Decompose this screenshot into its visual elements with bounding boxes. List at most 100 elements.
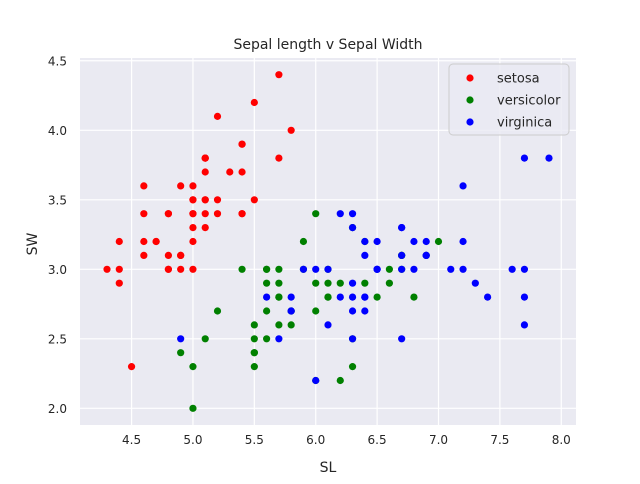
setosa-point xyxy=(164,251,172,260)
virginica-point xyxy=(410,265,418,273)
versicolor-point xyxy=(348,363,357,371)
setosa-point xyxy=(115,237,123,246)
setosa-point xyxy=(140,182,148,190)
legend-marker-versicolor xyxy=(466,96,474,104)
versicolor-point xyxy=(312,307,320,315)
virginica-point xyxy=(312,376,320,385)
virginica-point xyxy=(471,279,479,287)
versicolor-point xyxy=(250,321,258,329)
setosa-point xyxy=(201,168,209,176)
versicolor-point xyxy=(189,363,197,371)
legend: setosa versicolor virginica xyxy=(448,63,570,136)
x-axis-ticks: 4.5 5.0 5.5 6.0 6.5 7.0 7.5 8.0 xyxy=(122,433,571,447)
virginica-point xyxy=(459,265,467,273)
versicolor-point xyxy=(299,237,308,246)
x-tick-label: 5.5 xyxy=(245,433,264,447)
versicolor-point xyxy=(385,279,393,287)
setosa-point xyxy=(140,237,148,246)
versicolor-point xyxy=(336,279,344,287)
legend-label-setosa: setosa xyxy=(497,72,540,87)
x-tick-label: 8.0 xyxy=(552,433,571,447)
setosa-point xyxy=(189,196,197,204)
setosa-point xyxy=(189,265,197,273)
setosa-point xyxy=(201,223,209,232)
setosa-point xyxy=(250,98,258,107)
versicolor-point xyxy=(263,265,271,273)
setosa-point xyxy=(238,168,246,176)
virginica-point xyxy=(484,293,492,301)
versicolor-point xyxy=(250,349,258,357)
setosa-point xyxy=(201,196,209,204)
setosa-point xyxy=(226,168,234,176)
virginica-point xyxy=(459,237,467,246)
setosa-point xyxy=(189,182,197,190)
versicolor-point xyxy=(263,279,271,287)
virginica-point xyxy=(324,321,332,329)
x-tick-label: 6.5 xyxy=(368,433,387,447)
setosa-point xyxy=(177,251,185,260)
y-tick-label: 2.5 xyxy=(48,332,67,346)
y-axis-ticks: 2.0 2.5 3.0 3.5 4.0 4.5 xyxy=(48,54,67,416)
virginica-point xyxy=(361,293,369,301)
virginica-point xyxy=(299,265,308,273)
versicolor-point xyxy=(250,335,258,343)
setosa-point xyxy=(201,154,209,162)
versicolor-point xyxy=(385,265,393,273)
versicolor-point xyxy=(189,404,197,412)
virginica-point xyxy=(348,307,357,315)
virginica-point xyxy=(422,237,430,246)
setosa-point xyxy=(201,210,209,218)
legend-label-versicolor: versicolor xyxy=(497,94,561,109)
versicolor-point xyxy=(275,265,283,273)
y-axis-label: SW xyxy=(25,232,41,255)
y-tick-label: 3.5 xyxy=(48,193,67,207)
x-tick-label: 5.0 xyxy=(183,433,202,447)
setosa-point xyxy=(189,210,197,218)
data-points xyxy=(103,71,553,412)
virginica-point xyxy=(336,210,344,218)
virginica-point xyxy=(447,265,455,273)
setosa-point xyxy=(115,265,123,273)
legend-marker-setosa xyxy=(466,74,474,82)
virginica-point xyxy=(508,265,516,273)
virginica-point xyxy=(275,335,283,343)
versicolor-point xyxy=(238,265,246,273)
virginica-point xyxy=(410,237,418,246)
versicolor-point xyxy=(324,293,332,301)
versicolor-point xyxy=(410,293,418,301)
legend-items: setosa versicolor virginica xyxy=(466,72,561,131)
versicolor-point xyxy=(201,335,209,343)
setosa-point xyxy=(213,210,222,218)
setosa-point xyxy=(140,210,148,218)
legend-label-virginica: virginica xyxy=(497,116,552,131)
versicolor-point xyxy=(287,321,295,329)
versicolor-point xyxy=(177,349,185,357)
virginica-point xyxy=(348,293,357,301)
versicolor-point xyxy=(312,279,320,287)
virginica-point xyxy=(177,335,185,343)
x-axis-label: SL xyxy=(320,460,337,476)
virginica-point xyxy=(373,237,381,246)
y-tick-label: 4.0 xyxy=(48,124,67,138)
virginica-point xyxy=(263,293,271,301)
setosa-point xyxy=(140,251,148,260)
versicolor-point xyxy=(361,279,369,287)
virginica-point xyxy=(361,237,369,246)
setosa-point xyxy=(127,363,136,371)
y-tick-label: 2.0 xyxy=(48,402,67,416)
versicolor-point xyxy=(336,376,344,385)
virginica-point xyxy=(287,307,295,315)
virginica-point xyxy=(348,335,357,343)
virginica-point xyxy=(336,293,344,301)
versicolor-point xyxy=(250,363,258,371)
versicolor-point xyxy=(275,279,283,287)
setosa-point xyxy=(287,126,295,134)
setosa-point xyxy=(213,112,222,120)
virginica-point xyxy=(520,293,529,301)
setosa-point xyxy=(164,210,172,218)
virginica-point xyxy=(520,321,529,329)
setosa-point xyxy=(115,279,123,287)
versicolor-point xyxy=(275,321,283,329)
